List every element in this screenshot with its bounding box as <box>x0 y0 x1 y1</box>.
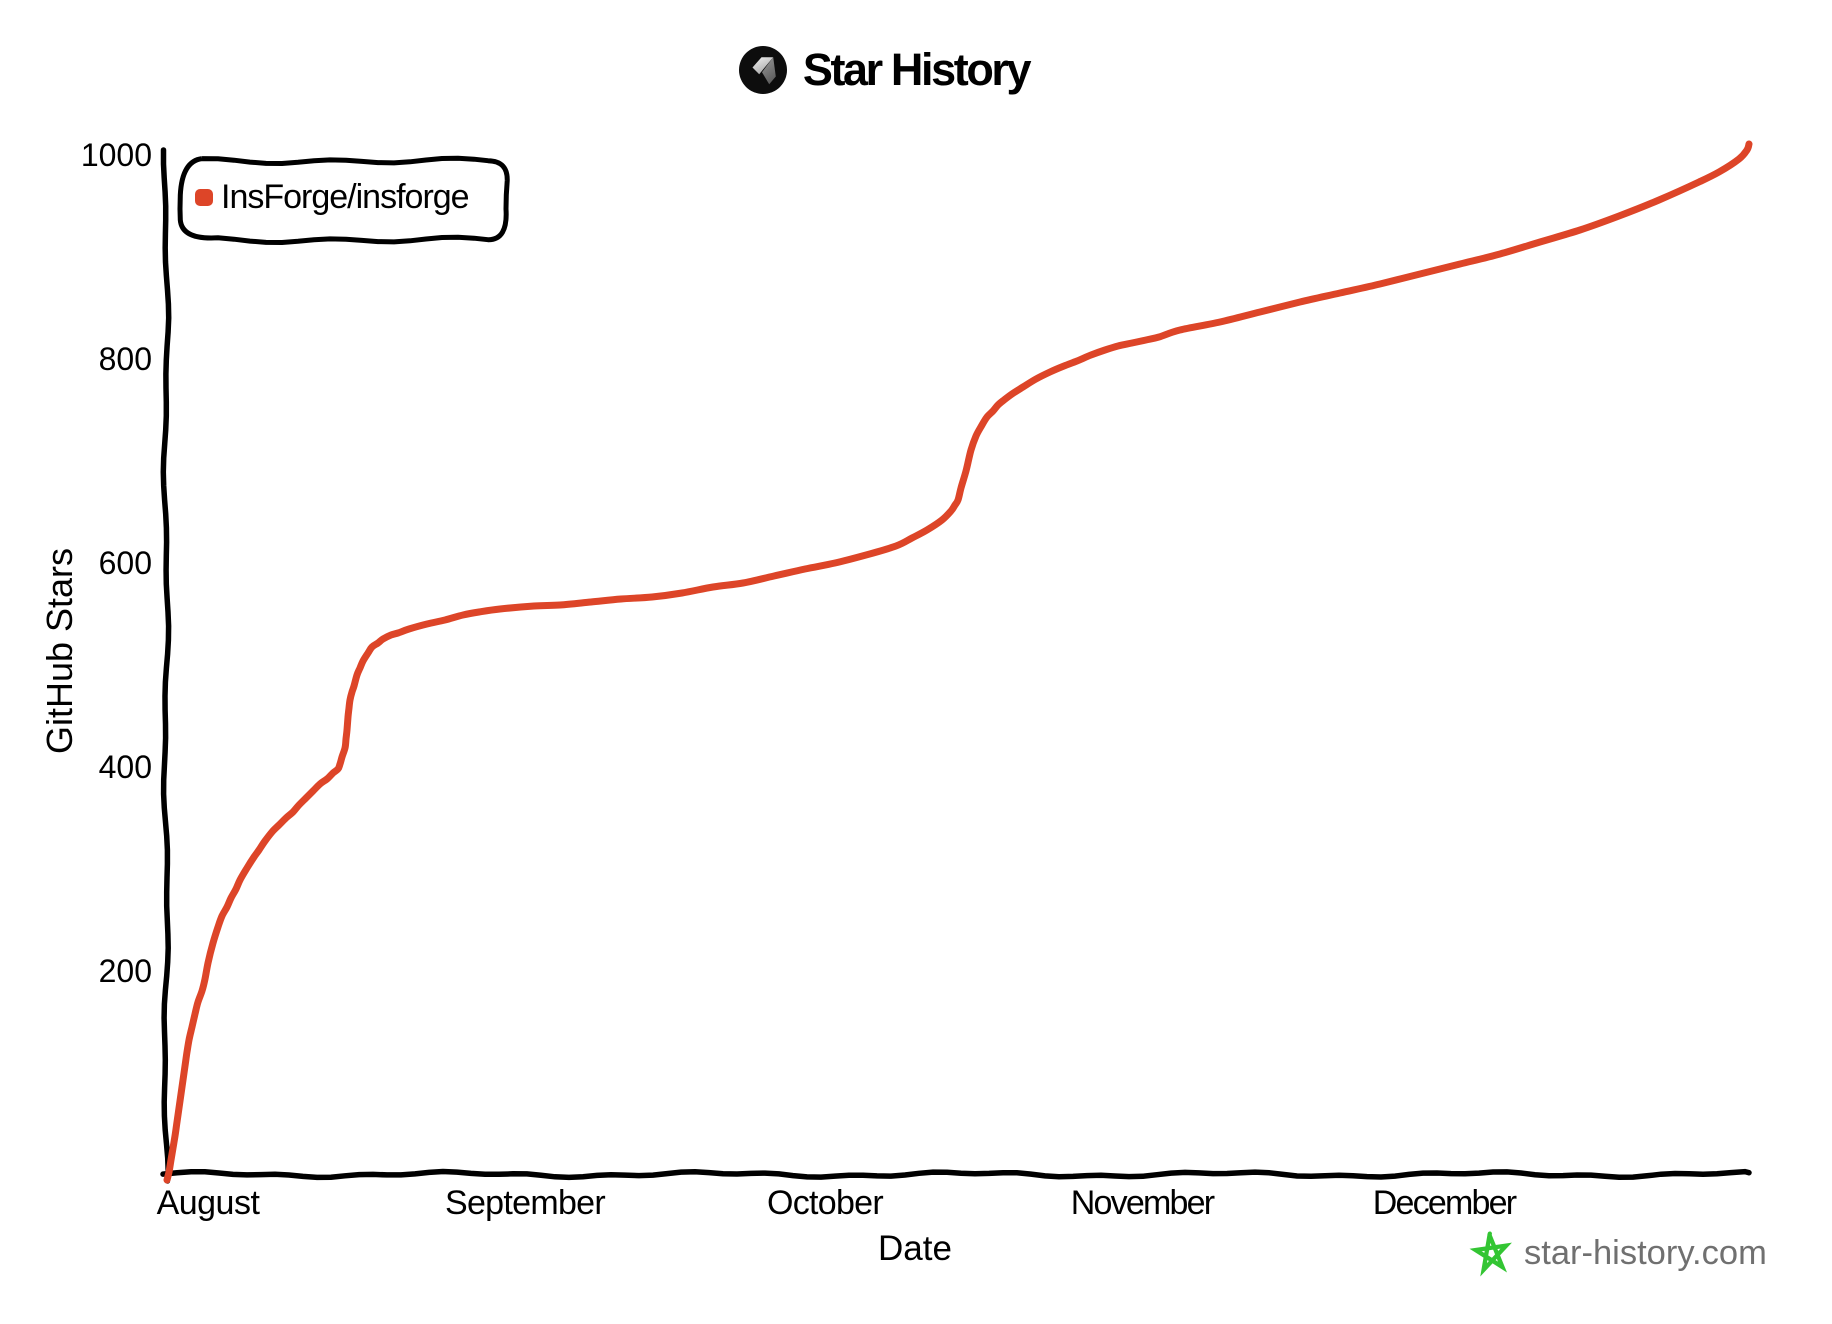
svg-text:GitHub Stars: GitHub Stars <box>39 548 80 754</box>
svg-text:Date: Date <box>878 1229 952 1268</box>
svg-text:200: 200 <box>99 953 152 989</box>
svg-text:400: 400 <box>99 749 152 785</box>
svg-text:800: 800 <box>99 341 152 377</box>
svg-text:Star History: Star History <box>803 44 1032 95</box>
svg-text:September: September <box>445 1184 605 1222</box>
svg-text:November: November <box>1071 1184 1215 1222</box>
svg-text:December: December <box>1373 1184 1517 1222</box>
svg-text:October: October <box>767 1184 883 1222</box>
svg-text:1000: 1000 <box>81 137 152 173</box>
svg-text:August: August <box>157 1184 261 1222</box>
svg-text:600: 600 <box>99 545 152 581</box>
svg-text:star-history.com: star-history.com <box>1524 1234 1767 1272</box>
svg-text:InsForge/insforge: InsForge/insforge <box>221 178 469 216</box>
